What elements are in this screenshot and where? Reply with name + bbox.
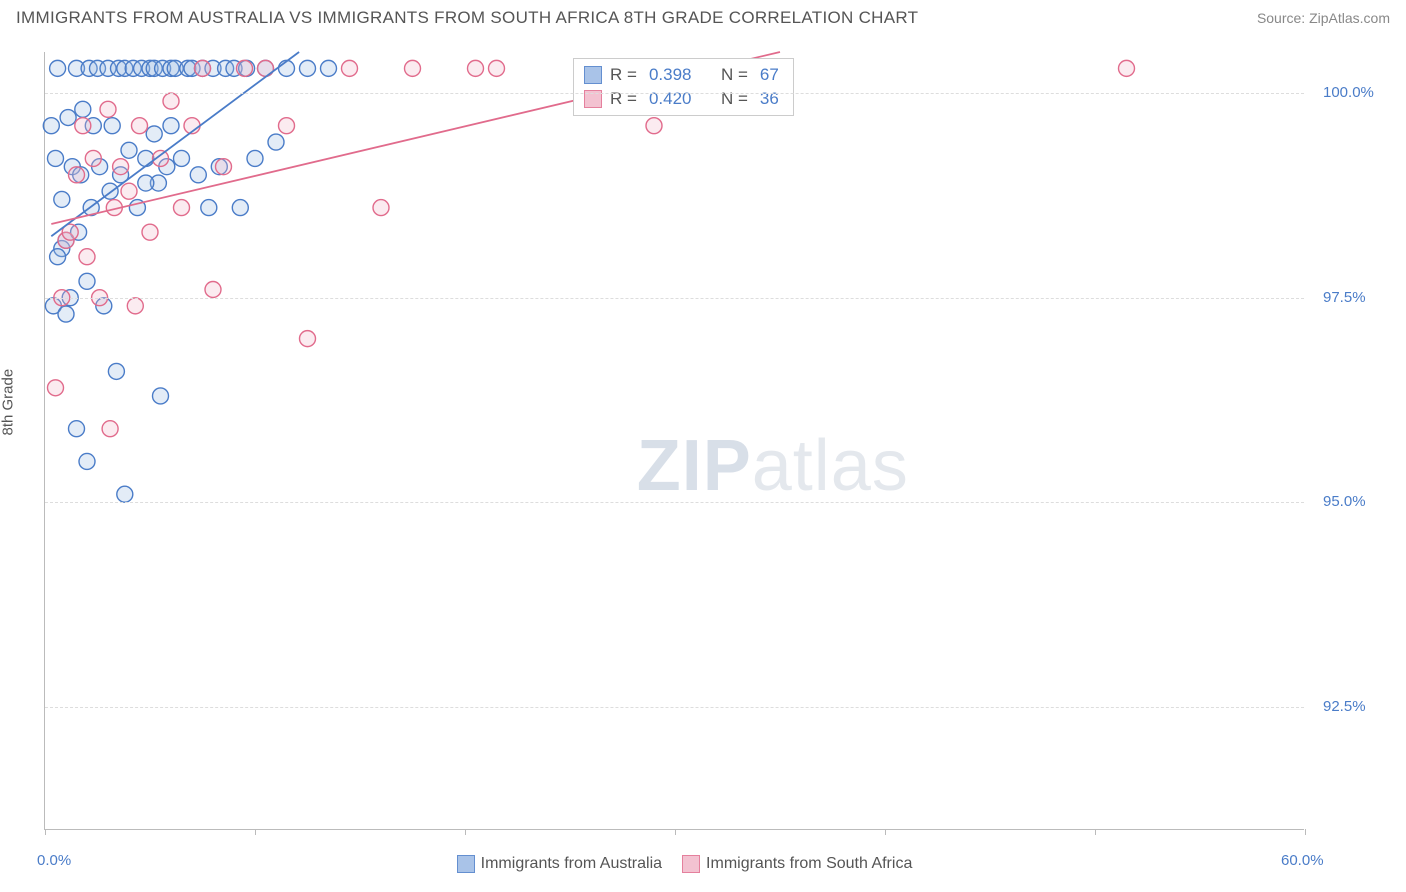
data-point (300, 60, 316, 76)
data-point (113, 159, 129, 175)
data-point (216, 159, 232, 175)
data-point (48, 150, 64, 166)
data-point (237, 60, 253, 76)
data-point (163, 118, 179, 134)
x-tick-label: 0.0% (37, 852, 71, 869)
data-point (268, 134, 284, 150)
data-point (58, 306, 74, 322)
data-point (146, 126, 162, 142)
data-point (153, 388, 169, 404)
data-point (201, 200, 217, 216)
data-point (142, 224, 158, 240)
data-point (50, 60, 66, 76)
gridline (45, 707, 1304, 708)
chart-container: 8th Grade ZIPatlas R = 0.398 N = 67 R = … (0, 32, 1406, 882)
data-point (138, 175, 154, 191)
data-point (104, 118, 120, 134)
y-axis-label: 8th Grade (0, 369, 17, 436)
x-tick (1305, 829, 1306, 835)
source-attribution: Source: ZipAtlas.com (1257, 10, 1390, 26)
data-point (75, 118, 91, 134)
legend-swatch (584, 66, 602, 84)
data-point (279, 60, 295, 76)
data-point (60, 110, 76, 126)
data-point (174, 150, 190, 166)
data-point (79, 249, 95, 265)
x-tick (675, 829, 676, 835)
data-point (132, 118, 148, 134)
y-tick-label: 100.0% (1323, 84, 1374, 101)
stats-legend-row: R = 0.398 N = 67 (584, 63, 783, 87)
x-tick (255, 829, 256, 835)
data-point (48, 380, 64, 396)
data-point (79, 453, 95, 469)
data-point (1119, 60, 1135, 76)
data-point (121, 183, 137, 199)
stats-legend-row: R = 0.420 N = 36 (584, 87, 783, 111)
gridline (45, 502, 1304, 503)
gridline (45, 93, 1304, 94)
data-point (79, 273, 95, 289)
data-point (468, 60, 484, 76)
x-tick (885, 829, 886, 835)
y-tick-label: 97.5% (1323, 289, 1366, 306)
data-point (43, 118, 59, 134)
data-point (373, 200, 389, 216)
x-tick-label: 60.0% (1281, 852, 1324, 869)
data-point (321, 60, 337, 76)
data-point (174, 200, 190, 216)
stats-legend: R = 0.398 N = 67 R = 0.420 N = 36 (573, 58, 794, 116)
x-tick (465, 829, 466, 835)
data-point (54, 191, 70, 207)
r-value: 0.398 (645, 65, 696, 85)
data-point (232, 200, 248, 216)
data-point (489, 60, 505, 76)
data-point (69, 421, 85, 437)
series-name: Immigrants from South Africa (706, 855, 912, 872)
data-point (205, 281, 221, 297)
plot-area: ZIPatlas R = 0.398 N = 67 R = 0.420 N = … (44, 52, 1304, 830)
series-name: Immigrants from Australia (481, 855, 662, 872)
data-point (646, 118, 662, 134)
x-tick (45, 829, 46, 835)
chart-title: IMMIGRANTS FROM AUSTRALIA VS IMMIGRANTS … (16, 8, 918, 28)
data-point (117, 486, 133, 502)
data-point (342, 60, 358, 76)
series-legend: Immigrants from Australia Immigrants from… (45, 855, 1304, 873)
data-point (75, 101, 91, 117)
data-point (279, 118, 295, 134)
y-tick-label: 95.0% (1323, 493, 1366, 510)
data-point (300, 331, 316, 347)
data-point (247, 150, 263, 166)
y-tick-label: 92.5% (1323, 698, 1366, 715)
x-tick (1095, 829, 1096, 835)
scatter-svg (45, 52, 1304, 829)
gridline (45, 298, 1304, 299)
data-point (405, 60, 421, 76)
n-label: N = (721, 65, 748, 85)
data-point (102, 421, 118, 437)
data-point (108, 363, 124, 379)
data-point (190, 167, 206, 183)
data-point (50, 249, 66, 265)
data-point (163, 93, 179, 109)
data-point (85, 150, 101, 166)
legend-swatch (457, 855, 475, 873)
data-point (138, 150, 154, 166)
n-value: 67 (756, 65, 783, 85)
data-point (258, 60, 274, 76)
data-point (121, 142, 137, 158)
r-label: R = (610, 65, 637, 85)
data-point (195, 60, 211, 76)
legend-swatch (682, 855, 700, 873)
data-point (100, 101, 116, 117)
data-point (69, 167, 85, 183)
data-point (127, 298, 143, 314)
